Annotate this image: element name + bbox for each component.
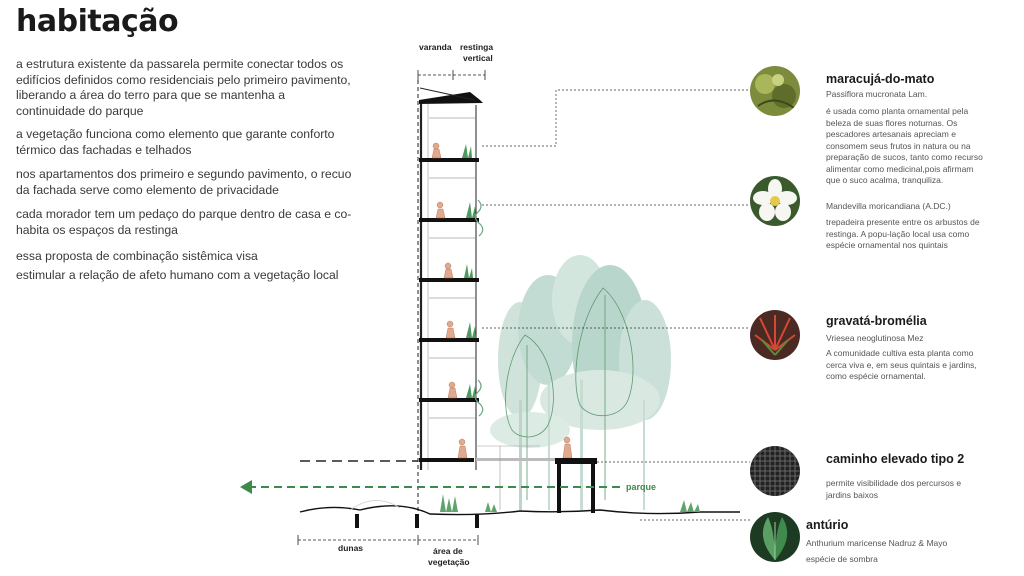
label-area-de: área de xyxy=(433,546,463,556)
mesh-walkway-icon xyxy=(750,446,800,496)
ground-line xyxy=(299,505,740,516)
intro-paragraph-2: a vegetação funciona como elemento que g… xyxy=(16,127,335,157)
walkway-deck xyxy=(476,458,596,461)
elevated-path-pillar xyxy=(557,463,561,513)
resident-figure xyxy=(457,445,468,459)
white-flower-icon xyxy=(750,176,800,226)
ground-vegetation xyxy=(680,500,700,512)
foundation-pile xyxy=(415,514,419,528)
passion-vine-icon xyxy=(750,66,800,116)
tree-crown xyxy=(490,412,570,448)
plant-name: antúrio xyxy=(806,518,849,532)
floor-slab xyxy=(419,398,479,402)
plant-description: espécie de sombra xyxy=(806,554,878,564)
label-restinga: restinga xyxy=(460,42,493,52)
tree-crown xyxy=(540,370,660,430)
label-dunas: dunas xyxy=(338,543,363,553)
plant-name: gravatá-bromélia xyxy=(826,314,927,328)
balcony-plant xyxy=(466,202,476,218)
resident-figure xyxy=(431,148,442,159)
floor-slab xyxy=(419,278,479,282)
building-structure xyxy=(417,80,573,520)
balcony-plant xyxy=(462,144,472,158)
intro-paragraph-6: estimular a relação de afeto humano com … xyxy=(16,268,339,282)
tree-outline xyxy=(505,334,554,438)
plant-scientific-name: Mandevilla moricandiana (A.DC.) xyxy=(826,201,951,211)
resident-figure xyxy=(448,381,456,389)
background-trees xyxy=(490,255,671,510)
plant-name: maracujá-do-mato xyxy=(826,72,935,86)
intro-paragraph-4: cada morador tem um pedaço do parque den… xyxy=(16,207,352,237)
label-vertical: vertical xyxy=(463,53,493,63)
balcony-plant xyxy=(466,322,476,338)
intro-paragraph-5: essa proposta de combinação sistêmica vi… xyxy=(16,249,258,263)
anthurium-leaf-icon xyxy=(750,512,800,562)
plant-description: A comunidade cultiva esta planta como ce… xyxy=(826,348,977,381)
resident-figure xyxy=(563,436,571,444)
ground-vegetation xyxy=(440,494,458,512)
callout-leaders xyxy=(482,89,750,521)
bottom-dimension xyxy=(297,535,479,545)
leader-maracuja xyxy=(482,89,750,147)
bromeliad-icon xyxy=(750,310,800,360)
resident-figure xyxy=(436,201,444,209)
resident-figure xyxy=(446,320,454,328)
plant-scientific-name: Anthurium maricense Nadruz & Mayo xyxy=(806,538,948,548)
floor-slab xyxy=(419,158,479,162)
outline-trees xyxy=(505,287,634,500)
balcony-plant xyxy=(464,264,473,278)
ground-vegetation xyxy=(485,502,497,512)
tree-trunk xyxy=(519,400,522,510)
resident-figure xyxy=(443,268,454,279)
label-vegetacao: vegetação xyxy=(428,557,470,567)
plant-scientific-name: Vriesea neoglutinosa Mez xyxy=(826,333,924,343)
foundation-pile xyxy=(475,514,479,528)
resident-figure xyxy=(447,387,458,399)
vertical-restinga xyxy=(474,379,484,417)
resident-figure xyxy=(562,443,573,459)
resident-figure xyxy=(432,142,440,150)
balcony-plant xyxy=(466,384,476,398)
plant-name: caminho elevado tipo 2 xyxy=(826,452,965,466)
roof-slope xyxy=(419,87,476,101)
tree-trunk xyxy=(643,400,645,510)
floor-slab xyxy=(419,338,479,342)
floor-slab xyxy=(419,218,479,222)
roof xyxy=(419,92,483,104)
plant-scientific-name: Passiflora mucronata Lam. xyxy=(826,89,928,99)
tree-trunk xyxy=(580,380,583,510)
vertical-restinga xyxy=(474,199,484,237)
top-dimension xyxy=(417,70,486,80)
resident-figure xyxy=(435,208,446,219)
floor-slab xyxy=(419,458,474,462)
intro-paragraph-1: a estrutura existente da passarela permi… xyxy=(16,57,351,118)
plant-description: é usada como planta ornamental pela bele… xyxy=(826,106,983,185)
resident-figure xyxy=(445,327,456,339)
label-varanda: varanda xyxy=(419,42,452,52)
park-arrow-head xyxy=(240,480,252,494)
elevated-path-structure xyxy=(555,458,597,464)
label-parque: parque xyxy=(626,482,656,492)
dune-curve xyxy=(349,500,401,511)
plant-description: permite visibilidade dos percursos e jar… xyxy=(826,478,962,500)
resident-figure xyxy=(458,438,466,446)
intro-paragraph-3: nos apartamentos dos primeiro e segundo … xyxy=(16,167,352,197)
plant-description: trepadeira presente entre os arbustos de… xyxy=(826,217,980,250)
resident-figure xyxy=(444,262,452,270)
foundation-pile xyxy=(355,514,359,528)
page-title: habitação xyxy=(16,4,179,39)
tree-trunk xyxy=(548,380,550,510)
